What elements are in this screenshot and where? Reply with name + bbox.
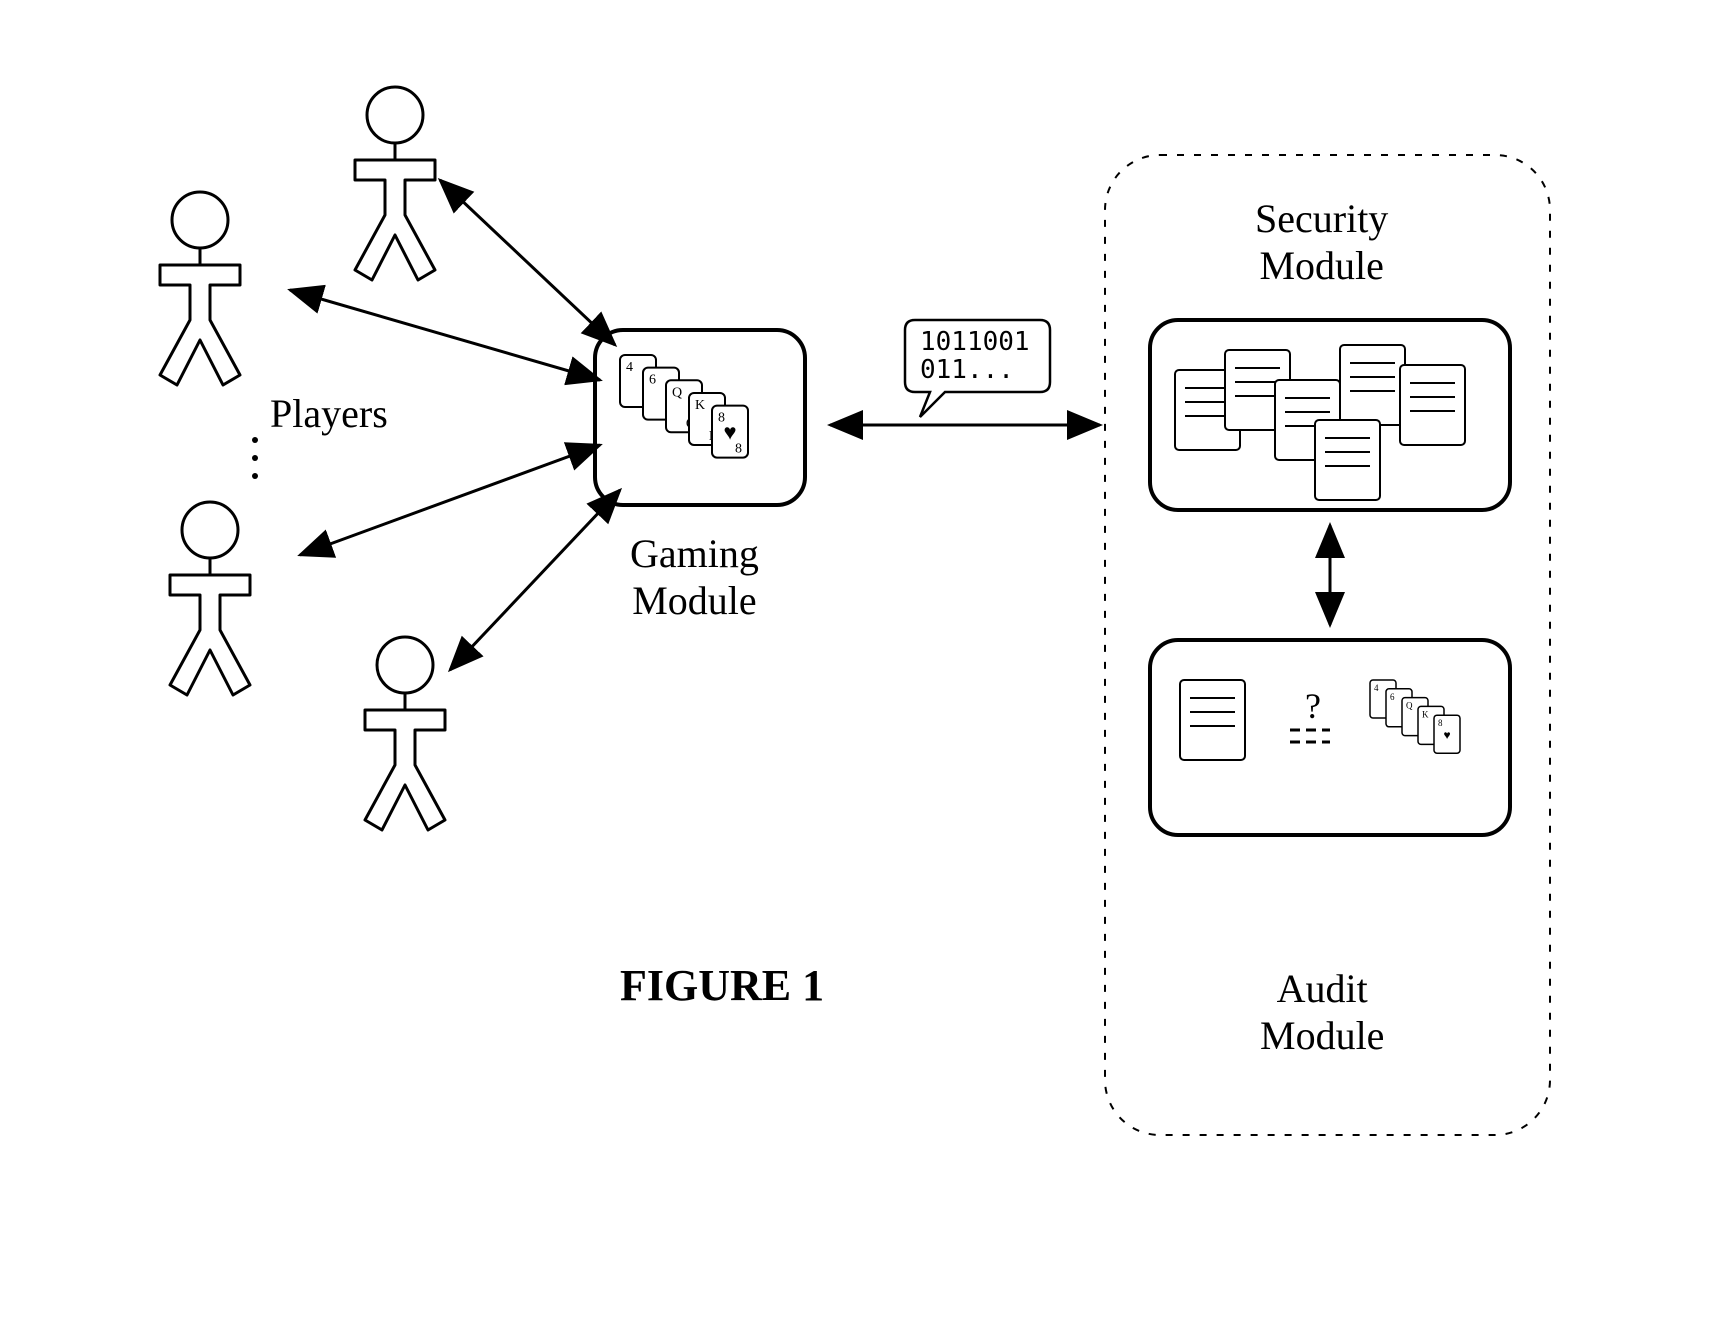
svg-text:K: K <box>695 398 705 413</box>
page-icon <box>1180 680 1245 760</box>
page-icon <box>1315 420 1380 500</box>
ellipsis-dot <box>252 437 258 443</box>
svg-text:♥: ♥ <box>1443 728 1450 742</box>
svg-text:6: 6 <box>1390 692 1395 702</box>
svg-text:8: 8 <box>1438 718 1443 728</box>
svg-text:Q: Q <box>672 385 682 400</box>
svg-text:Q: Q <box>1406 701 1413 711</box>
arrow <box>440 180 615 345</box>
bubble-text-1: 1011001 <box>920 327 1030 357</box>
audit-module-label: Audit Module <box>1260 965 1384 1059</box>
page-icon <box>1340 345 1405 425</box>
security-module-label: Security Module <box>1255 195 1388 289</box>
svg-text:K: K <box>1422 709 1429 719</box>
player-icon <box>170 502 250 695</box>
figure-caption: FIGURE 1 <box>620 960 824 1011</box>
svg-text:6: 6 <box>649 373 656 388</box>
page-icon <box>1400 365 1465 445</box>
players-label: Players <box>270 390 388 437</box>
ellipsis-dot <box>252 455 258 461</box>
gaming-module-label: Gaming Module <box>630 530 759 624</box>
player-icon <box>160 192 240 385</box>
player-icon <box>355 87 435 280</box>
question-mark: ? <box>1305 686 1321 726</box>
player-icon <box>365 637 445 830</box>
svg-text:♥: ♥ <box>723 420 736 445</box>
arrow <box>290 290 600 380</box>
svg-text:4: 4 <box>626 360 633 375</box>
arrow <box>300 445 600 555</box>
svg-text:4: 4 <box>1374 683 1379 693</box>
ellipsis-dot <box>252 473 258 479</box>
bubble-text-2: 011... <box>920 355 1014 385</box>
arrow <box>450 490 620 670</box>
